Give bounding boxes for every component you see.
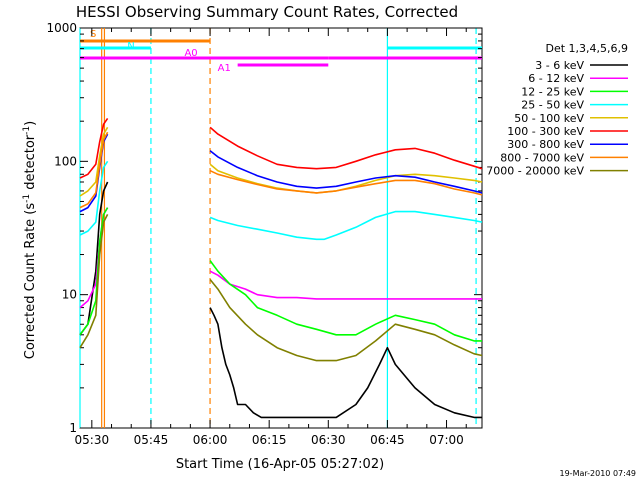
- legend-label-25-50-kev: 25 - 50 keV: [521, 99, 584, 112]
- series-line-3-6-kev-seg1: [209, 307, 482, 419]
- state-bar-label-a1: A1: [218, 63, 231, 74]
- x-tick-label: 06:30: [311, 433, 346, 447]
- x-tick-label: 07:00: [429, 433, 464, 447]
- legend-label-3-6-kev: 3 - 6 keV: [535, 59, 584, 72]
- legend-label-300-800-kev: 300 - 800 keV: [507, 138, 584, 151]
- x-axis-label: Start Time (16-Apr-05 05:27:02): [176, 457, 384, 472]
- series-line-6-12-kev-seg1: [209, 270, 482, 300]
- series-line-300-800-kev-seg1: [209, 150, 483, 194]
- x-tick-label: 06:15: [252, 433, 287, 447]
- y-axis-label: Corrected Count Rate (s-1 detector-1): [22, 121, 38, 359]
- legend-label-50-100-kev: 50 - 100 keV: [514, 112, 584, 125]
- series-line-12-25-kev-seg1: [209, 260, 482, 342]
- legend-label-6-12-kev: 6 - 12 keV: [528, 72, 584, 85]
- plot-frame: [79, 27, 483, 429]
- legend-label-800-7000-kev: 800 - 7000 keV: [500, 151, 584, 164]
- state-bar-label-n: N: [127, 41, 134, 52]
- series-line-7000-20000-kev-seg0: [79, 214, 109, 349]
- plot-area: S N A0 A1 05:30 05:45 06:00 06:15 06:30 06:45 07:0…: [46, 21, 483, 447]
- series-line-50-100-kev-seg0: [79, 126, 109, 197]
- x-tick-label: 05:30: [75, 433, 110, 447]
- series-line-800-7000-kev-seg0: [79, 131, 109, 209]
- legend-title: Det 1,3,4,5,6,9: [545, 42, 628, 55]
- series-line-800-7000-kev-seg1: [209, 169, 483, 196]
- x-tick-label: 06:45: [370, 433, 405, 447]
- y-tick-label: 100: [54, 154, 77, 168]
- legend-label-7000-20000-kev: 7000 - 20000 keV: [486, 165, 584, 178]
- y-tick-label: 1000: [46, 21, 77, 35]
- y-tick-label: 10: [62, 288, 77, 302]
- chart-title: HESSI Observing Summary Count Rates, Cor…: [76, 3, 458, 21]
- series-line-12-25-kev-seg0: [79, 207, 109, 336]
- series-line-25-50-kev-seg1: [209, 210, 483, 241]
- series-line-25-50-kev-seg0: [79, 160, 109, 236]
- series-line-7000-20000-kev-seg1: [209, 278, 483, 362]
- x-tick-label: 06:00: [193, 433, 228, 447]
- series-line-100-300-kev-seg1: [209, 126, 483, 170]
- x-tick-label: 05:45: [134, 433, 169, 447]
- legend-label-12-25-kev: 12 - 25 keV: [521, 85, 584, 98]
- state-bar-label-a0: A0: [184, 48, 197, 59]
- state-bar-label-s: S: [90, 29, 96, 40]
- y-tick-label: 1: [69, 421, 77, 435]
- footer-date: 19-Mar-2010 07:49: [560, 469, 637, 478]
- series-line-100-300-kev-seg0: [79, 117, 109, 179]
- legend-label-100-300-kev: 100 - 300 keV: [507, 125, 584, 138]
